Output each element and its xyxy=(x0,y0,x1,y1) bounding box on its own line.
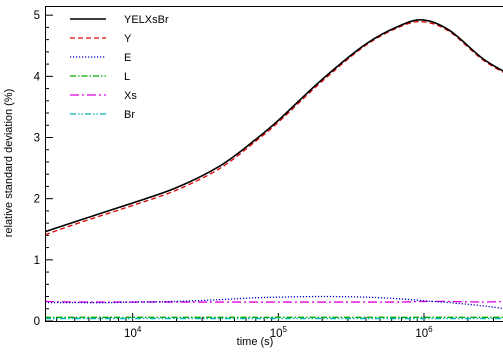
x-tick-label: 105 xyxy=(270,325,288,340)
y-tick-label: 3 xyxy=(34,133,40,145)
series-line-e xyxy=(45,295,503,310)
legend-label-e: E xyxy=(124,52,131,64)
legend-label-yelxsbr: YELXsBr xyxy=(124,14,169,26)
legend-label-br: Br xyxy=(124,109,135,121)
axis-ticks xyxy=(45,14,494,322)
series-line-yelxsbr xyxy=(45,19,503,233)
x-axis-label: time (s) xyxy=(237,336,274,348)
legend-label-xs: Xs xyxy=(124,90,137,102)
x-tick-labels: 104 105 106 xyxy=(124,325,433,340)
y-tick-label: 0 xyxy=(34,316,40,328)
y-tick-label: 2 xyxy=(34,194,40,206)
y-tick-labels: 0 1 2 3 4 5 xyxy=(34,10,41,328)
x-tick-label: 104 xyxy=(124,325,142,340)
plot-frame xyxy=(45,6,503,322)
legend-label-l: L xyxy=(124,71,130,83)
series-layer xyxy=(45,19,503,320)
y-axis-label: relative standard deviation (%) xyxy=(3,89,15,238)
y-tick-label: 5 xyxy=(34,10,40,22)
y-tick-label: 1 xyxy=(34,255,40,267)
series-line-y xyxy=(45,20,503,236)
series-line-xs xyxy=(45,300,503,303)
x-tick-label: 106 xyxy=(415,325,433,340)
legend-label-y: Y xyxy=(124,33,132,45)
y-tick-label: 4 xyxy=(34,71,41,83)
